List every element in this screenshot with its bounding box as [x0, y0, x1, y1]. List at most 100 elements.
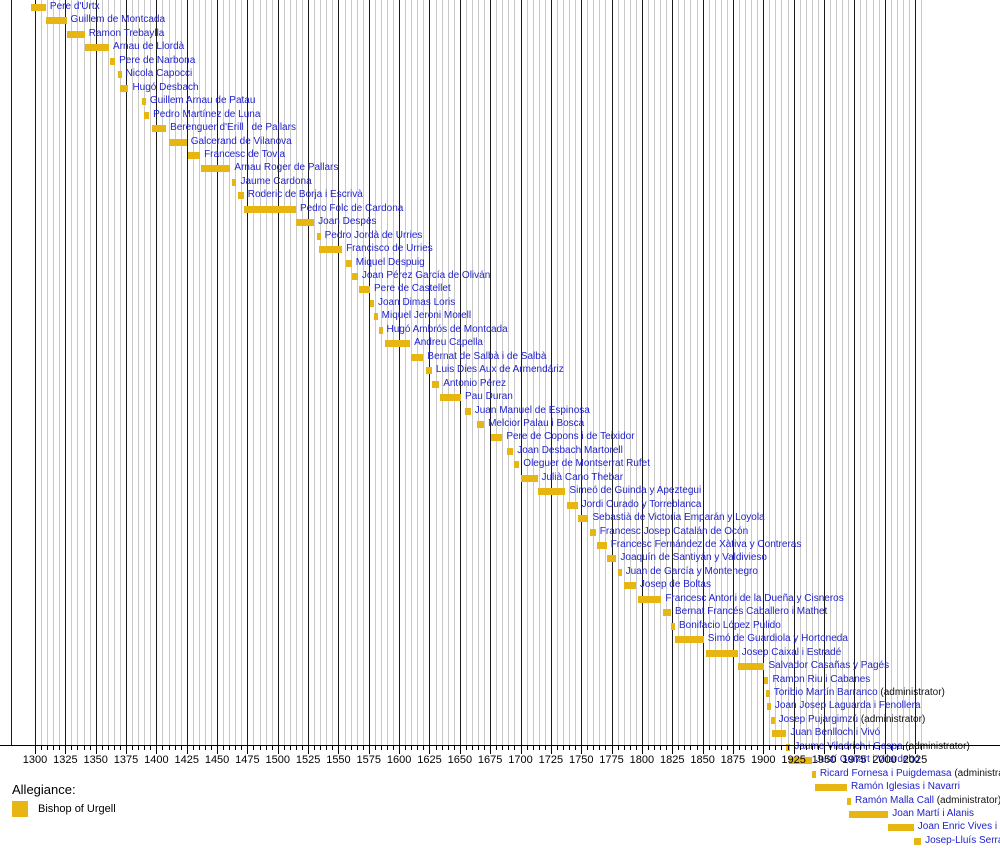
timeline-row[interactable]: Ramon Trebaylla [0, 28, 1000, 42]
timeline-row[interactable]: Jordi Curado y Torreblanca [0, 499, 1000, 513]
timeline-bar[interactable] [66, 30, 85, 38]
timeline-row[interactable]: Ramón Malla Call (administrator) [0, 795, 1000, 809]
timeline-bar[interactable] [425, 367, 432, 375]
timeline-row[interactable]: Pere de Castellet [0, 283, 1000, 297]
timeline-row[interactable]: Juan de García y Montenegro [0, 566, 1000, 580]
timeline-bar[interactable] [674, 636, 704, 644]
timeline-row[interactable]: Hugó Desbach [0, 82, 1000, 96]
timeline-bar[interactable] [811, 770, 816, 778]
timeline-bar[interactable] [231, 178, 237, 186]
timeline-bar[interactable] [847, 797, 852, 805]
timeline-bar[interactable] [411, 353, 424, 361]
timeline-row[interactable]: Simó de Guardiola y Hortoneda [0, 633, 1000, 647]
timeline-bar[interactable] [788, 757, 812, 765]
timeline-bar[interactable] [151, 125, 167, 133]
timeline-row[interactable]: Joan Enric Vives i Sicília [0, 821, 1000, 835]
timeline-row[interactable]: Oleguer de Montserrat Rufet [0, 458, 1000, 472]
timeline-row[interactable]: Ricard Fornesa i Puigdemasa (administrat… [0, 768, 1000, 782]
timeline-row[interactable]: Luis Dies Aux de Armendáriz [0, 364, 1000, 378]
timeline-bar[interactable] [119, 84, 129, 92]
timeline-row[interactable]: Francesc Josep Catalán de Ocón [0, 526, 1000, 540]
timeline-bar[interactable] [45, 17, 67, 25]
timeline-row[interactable]: Pedro Folc de Cardona [0, 203, 1000, 217]
timeline-bar[interactable] [888, 824, 914, 832]
timeline-bar[interactable] [319, 246, 343, 254]
timeline-row[interactable]: Joan Josep Laguarda i Fenollera [0, 700, 1000, 714]
timeline-row[interactable]: Jaume Cardona [0, 176, 1000, 190]
timeline-bar[interactable] [351, 273, 358, 280]
timeline-row[interactable]: Joan Despés [0, 216, 1000, 230]
timeline-bar[interactable] [849, 811, 889, 818]
timeline-bar[interactable] [520, 474, 538, 482]
timeline-row[interactable]: Josep de Boltas [0, 579, 1000, 593]
timeline-row[interactable]: Sebastià de Victoria Emparán y Loyola [0, 512, 1000, 526]
timeline-row[interactable]: Arnau Roger de Pallars [0, 162, 1000, 176]
timeline-bar[interactable] [201, 165, 231, 173]
timeline-bar[interactable] [491, 434, 503, 442]
timeline-bar[interactable] [507, 447, 514, 455]
timeline-row[interactable]: Josep Pujargimzú (administrator) [0, 714, 1000, 728]
timeline-bar[interactable] [596, 542, 607, 549]
timeline-row[interactable]: Toribio Martín Barranco (administrator) [0, 687, 1000, 701]
timeline-bar[interactable] [577, 515, 589, 523]
timeline-bar[interactable] [913, 837, 922, 845]
timeline-row[interactable]: Ramón Iglesias i Navarri [0, 781, 1000, 795]
timeline-row[interactable]: Bernat Francés Caballero i Mathet [0, 606, 1000, 620]
timeline-bar[interactable] [84, 44, 110, 52]
timeline-row[interactable]: Roderic de Borja i Escrivà [0, 189, 1000, 203]
timeline-bar[interactable] [771, 730, 787, 738]
timeline-row[interactable]: Juan Benlloch i Vivó [0, 727, 1000, 741]
timeline-row[interactable]: Pere de Narbona [0, 55, 1000, 69]
timeline-bar[interactable] [766, 703, 771, 711]
timeline-row[interactable]: Guillem de Montcada [0, 14, 1000, 28]
timeline-row[interactable]: Francesc Antoni de la Dueña y Cisneros [0, 593, 1000, 607]
timeline-bar[interactable] [141, 98, 146, 106]
timeline-bar[interactable] [671, 622, 676, 630]
timeline-bar[interactable] [770, 716, 775, 724]
timeline-row[interactable]: Joan Martí i Alanis [0, 808, 1000, 822]
timeline-row[interactable]: Joan Desbach Martorell [0, 445, 1000, 459]
timeline-row[interactable]: Francesc de Tovia [0, 149, 1000, 163]
timeline-bar[interactable] [316, 232, 321, 240]
timeline-row[interactable]: Josep-Lluís Serrano Pentinat [0, 835, 1000, 848]
timeline-bar[interactable] [144, 111, 150, 119]
timeline-row[interactable]: Pau Duran [0, 391, 1000, 405]
timeline-bar[interactable] [373, 313, 378, 321]
timeline-bar[interactable] [295, 219, 315, 227]
timeline-bar[interactable] [815, 784, 848, 792]
timeline-bar[interactable] [345, 259, 352, 267]
timeline-bar[interactable] [662, 609, 672, 617]
timeline-row[interactable]: Salvador Casañas y Pagés [0, 660, 1000, 674]
timeline-bar[interactable] [187, 151, 201, 159]
timeline-row[interactable]: Bernat de Salbà i de Salbà [0, 351, 1000, 365]
timeline-bar[interactable] [764, 676, 769, 684]
timeline-bar[interactable] [589, 528, 596, 536]
timeline-row[interactable]: Ramon Riu i Cabanes [0, 674, 1000, 688]
timeline-bar[interactable] [370, 299, 374, 307]
timeline-bar[interactable] [737, 663, 765, 671]
timeline-row[interactable]: Miquel Despuig [0, 257, 1000, 271]
timeline-bar[interactable] [440, 394, 462, 402]
legend-entry[interactable]: Bishop of Urgell [12, 801, 116, 817]
timeline-bar[interactable] [623, 582, 636, 590]
timeline-row[interactable]: Melcior Palau i Boscà [0, 418, 1000, 432]
timeline-row[interactable]: Arnau de Llordà [0, 41, 1000, 55]
timeline-row[interactable]: Pedro Jordà de Urries [0, 230, 1000, 244]
timeline-bar[interactable] [31, 4, 46, 11]
timeline-row[interactable]: Guillem Arnau de Patau [0, 95, 1000, 109]
timeline-bar[interactable] [243, 205, 296, 213]
timeline-row[interactable]: Miquel Jeroni Morell [0, 310, 1000, 324]
timeline-bar[interactable] [706, 649, 738, 657]
timeline-row[interactable]: Juan Manuel de Espinosa [0, 405, 1000, 419]
timeline-bar[interactable] [617, 568, 622, 576]
timeline-row[interactable]: Hugó Ambrós de Montcada [0, 324, 1000, 338]
timeline-row[interactable]: Joaquín de Santiyán y Valdivieso [0, 552, 1000, 566]
timeline-bar[interactable] [359, 286, 370, 294]
timeline-row[interactable]: Simeó de Guinda y Apeztegui [0, 485, 1000, 499]
timeline-row[interactable]: Justí Guitart i Vilardebó [0, 754, 1000, 768]
timeline-bar[interactable] [110, 57, 116, 65]
timeline-bar[interactable] [476, 420, 485, 428]
timeline-row[interactable]: Bonifacio López Pulido [0, 620, 1000, 634]
timeline-row[interactable]: Berenguer d'Erill i de Pallars [0, 122, 1000, 136]
timeline-row[interactable]: Josep Caixal i Estradé [0, 647, 1000, 661]
